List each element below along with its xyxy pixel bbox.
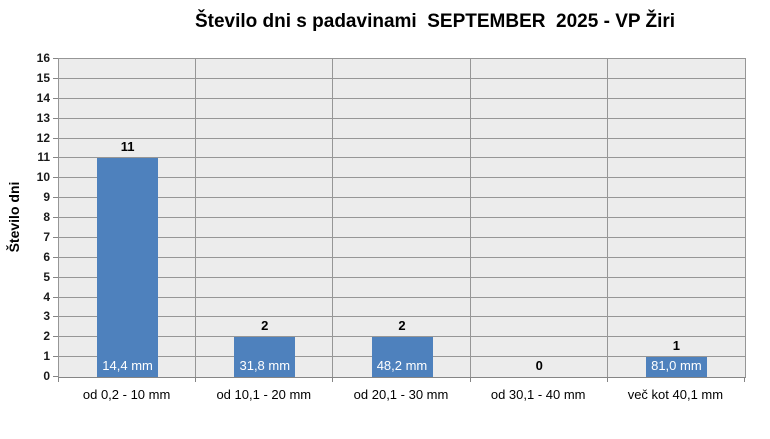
- bar: [97, 158, 159, 377]
- x-category-label: od 20,1 - 30 mm: [353, 387, 449, 402]
- y-tick-label: 0: [43, 369, 50, 383]
- horizontal-gridline: [59, 137, 745, 139]
- y-tick-mark: [53, 376, 58, 377]
- y-tick-label: 1: [43, 349, 50, 364]
- horizontal-gridline: [59, 256, 745, 258]
- bar: [645, 357, 707, 377]
- horizontal-gridline: [59, 336, 745, 338]
- x-tick-mark: [470, 377, 471, 382]
- y-tick-mark: [53, 336, 58, 338]
- y-tick-mark: [53, 356, 58, 358]
- y-tick-mark: [53, 197, 58, 199]
- x-tick-mark: [607, 377, 608, 382]
- x-tick-mark: [58, 377, 59, 382]
- horizontal-gridline: [59, 217, 745, 218]
- y-tick-mark: [53, 316, 58, 318]
- y-tick-mark: [53, 236, 58, 238]
- horizontal-gridline: [59, 177, 745, 179]
- category-separator: [606, 59, 608, 377]
- bar: [371, 337, 433, 377]
- bar-value-label: 0: [535, 358, 543, 373]
- x-tick-mark: [744, 377, 745, 382]
- category-separator: [332, 59, 334, 377]
- x-tick-mark: [332, 377, 333, 382]
- y-tick-label: 13: [36, 110, 50, 125]
- chart-title: Število dni s padavinami SEPTEMBER 2025 …: [194, 11, 676, 32]
- y-tick-label: 14: [36, 90, 50, 105]
- bar-value-label: 2: [261, 318, 269, 333]
- y-tick-label: 10: [36, 170, 50, 185]
- horizontal-gridline: [59, 296, 745, 298]
- y-tick-label: 2: [43, 329, 50, 344]
- x-category-label: od 0,2 - 10 mm: [82, 387, 171, 402]
- y-tick-mark: [53, 217, 58, 218]
- bar-inner-label: 14,4 mm: [102, 358, 153, 373]
- x-category-label: več kot 40,1 mm: [627, 387, 724, 402]
- horizontal-gridline: [59, 117, 745, 119]
- horizontal-gridline: [59, 197, 745, 199]
- bar-inner-label: 48,2 mm: [376, 358, 428, 373]
- category-separator: [195, 59, 197, 377]
- y-tick-label: 12: [36, 130, 50, 145]
- y-tick-mark: [53, 256, 58, 258]
- y-tick-mark: [53, 296, 58, 298]
- y-tick-mark: [53, 117, 58, 119]
- bar-value-label: 1: [672, 338, 680, 353]
- y-tick-label: 4: [43, 289, 50, 304]
- horizontal-gridline: [59, 77, 745, 79]
- y-tick-mark: [53, 77, 58, 79]
- horizontal-gridline: [59, 97, 745, 99]
- horizontal-gridline: [59, 276, 745, 278]
- y-tick-mark: [53, 157, 58, 159]
- bar-inner-label: 31,8 mm: [239, 358, 291, 373]
- y-tick-mark: [53, 177, 58, 179]
- y-tick-mark: [53, 58, 58, 59]
- y-tick-label: 9: [43, 190, 50, 205]
- y-tick-label: 3: [43, 309, 50, 324]
- plot-area: 11 14,4 mm 2 31,8 mm 2 48,2 mm 0 1 81,0 mm: [58, 58, 746, 378]
- horizontal-gridline: [59, 157, 745, 159]
- x-tick-mark: [195, 377, 196, 382]
- y-tick-label: 7: [43, 229, 50, 244]
- bar: [234, 337, 296, 377]
- y-tick-mark: [53, 97, 58, 99]
- horizontal-gridline: [59, 236, 745, 238]
- category-separator: [469, 59, 471, 377]
- horizontal-gridline: [59, 316, 745, 318]
- y-tick-label: 8: [43, 210, 50, 224]
- y-tick-mark: [53, 276, 58, 278]
- bar-inner-label: 81,0 mm: [651, 358, 702, 373]
- bar-value-label: 11: [120, 139, 135, 154]
- x-category-label: od 10,1 - 20 mm: [216, 387, 312, 402]
- y-tick-label: 11: [37, 150, 50, 165]
- y-tick-label: 15: [36, 70, 50, 85]
- y-tick-mark: [53, 137, 58, 139]
- y-tick-label: 5: [43, 269, 50, 284]
- y-tick-label: 6: [43, 249, 50, 264]
- bar-value-label: 2: [398, 318, 406, 333]
- y-tick-label: 16: [36, 51, 50, 65]
- x-category-label: od 30,1 - 40 mm: [490, 387, 586, 402]
